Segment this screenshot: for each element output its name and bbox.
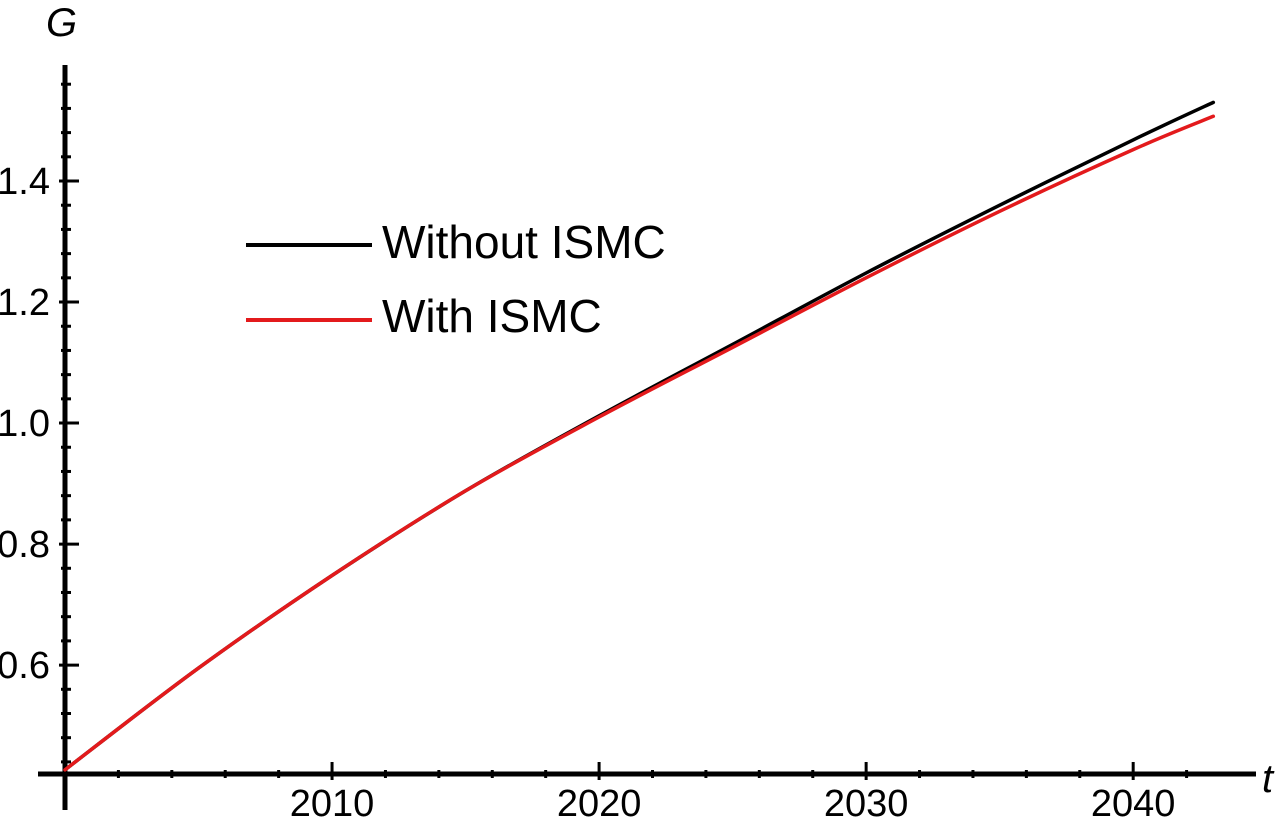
y-tick-label: 1.2	[0, 282, 50, 324]
series-line-with-ismc	[63, 114, 1216, 772]
legend: Without ISMC With ISMC	[246, 216, 666, 342]
y-axis-label: G	[46, 1, 77, 45]
x-tick-label: 2010	[290, 783, 375, 820]
legend-label-without-ismc: Without ISMC	[382, 216, 666, 268]
x-tick-label: 2020	[557, 783, 642, 820]
y-tick-label: 0.8	[0, 524, 50, 566]
x-tick-label: 2040	[1091, 783, 1176, 820]
y-tick-label: 1.0	[0, 403, 50, 445]
axes	[38, 65, 1256, 810]
y-tick-label: 0.6	[0, 645, 50, 687]
x-axis-label: t	[1262, 757, 1275, 801]
minor-ticks	[61, 82, 1189, 778]
tick-labels: 2010 2020 2030 2040 0.6 0.8 1.0 1.2 1.4	[0, 161, 1175, 820]
major-ticks	[59, 179, 1135, 780]
legend-label-with-ismc: With ISMC	[382, 290, 602, 342]
series-lines	[63, 100, 1216, 772]
y-tick-label: 1.4	[0, 161, 50, 203]
x-tick-label: 2030	[824, 783, 909, 820]
series-line-without-ismc	[63, 100, 1216, 772]
